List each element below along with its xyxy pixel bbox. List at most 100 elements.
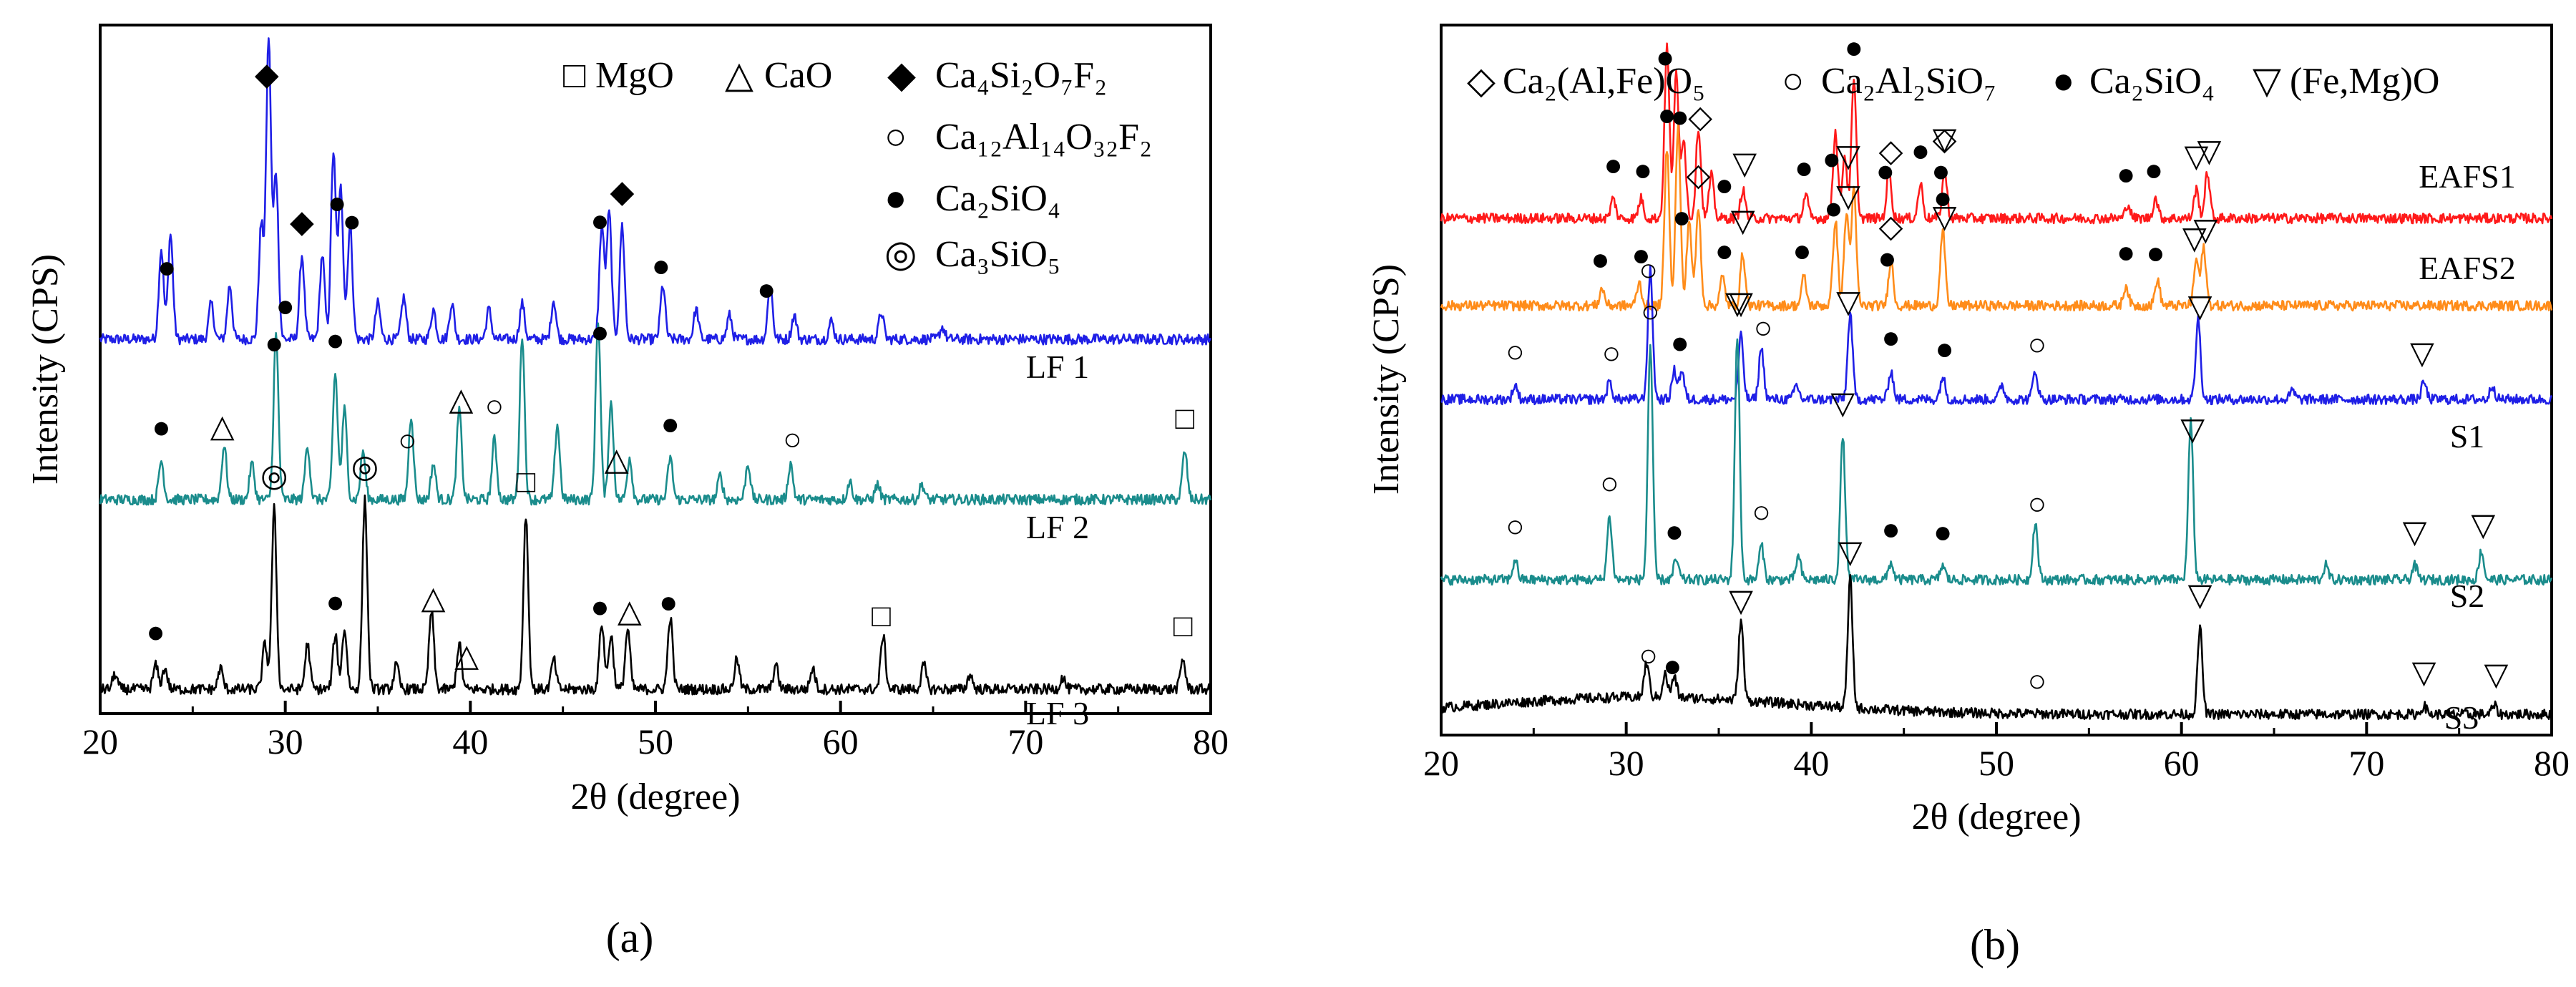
- x-tick-label: 80: [1193, 721, 1229, 762]
- x-tick-label: 30: [268, 721, 303, 762]
- legend-a-ca3sio5-label: Ca₃SiO₅: [935, 234, 1060, 275]
- peak-marker-eafs2: ●: [1792, 233, 1812, 268]
- peak-marker-eafs2: ●: [1878, 240, 1897, 276]
- peak-marker-eafs1: ▽: [1933, 122, 1957, 157]
- peak-marker-eafs2: ◇: [1687, 157, 1711, 193]
- series-eafs2-trace: [1440, 124, 2553, 312]
- peak-marker-eafs1: ▽: [1836, 139, 1860, 174]
- panel-a-chart: 20 30 40 50 60 70 80 ◆●●●◆ ● ●◆●●● △● ●○△ ○●△● ○□●◎ ◎…: [25, 24, 1229, 961]
- peak-marker-lf-3: ●: [146, 614, 165, 649]
- legend-a-mgo-label: MgO: [595, 55, 674, 96]
- peak-marker-lf-1: ●: [157, 250, 177, 285]
- peak-marker-s2: ●: [1665, 514, 1684, 549]
- panel-b-x-axis-label: 2θ (degree): [1911, 797, 2081, 837]
- panel-a-series: [99, 37, 1212, 696]
- peak-marker-eafs2: ▽: [2182, 220, 2207, 256]
- series-lf-2-trace: [99, 322, 1212, 506]
- peak-marker-lf-2: □: [1175, 401, 1194, 436]
- series-label-s3: S3: [2444, 699, 2479, 736]
- legend-b-femgo-label: (Fe,Mg)O: [2290, 61, 2439, 102]
- peak-marker-lf-3: △: [618, 594, 642, 629]
- peak-marker-eafs1: ●: [1634, 152, 1653, 188]
- peak-marker-lf-1: ●: [275, 288, 295, 324]
- peak-marker-s3: ▽: [2188, 578, 2212, 613]
- peak-marker-s1: ▽: [1836, 285, 1860, 320]
- series-lf-1-trace: [99, 37, 1212, 346]
- peak-marker-eafs1: ◇: [1933, 122, 1957, 157]
- panel-a-caption: (a): [606, 914, 654, 961]
- peak-marker-eafs2: ●: [1631, 238, 1651, 273]
- peak-marker-lf-3: △: [421, 580, 446, 616]
- peak-marker-lf-1: ●: [757, 272, 776, 307]
- peak-marker-eafs1: ●: [2117, 157, 2136, 192]
- peak-marker-s3: ○: [2028, 663, 2047, 699]
- peak-marker-lf-2: ●: [660, 407, 680, 442]
- peak-marker-lf-3: ●: [659, 585, 678, 620]
- peak-marker-s1: ○: [2028, 327, 2047, 362]
- panel-b-chart: 20 30 40 50 60 70 80 ●●◇● ● ●▽ ● ●▽●◇●● ◇▽● ● ● ▽▽● ●●●…: [1366, 24, 2570, 968]
- peak-marker-eafs1: ●: [1911, 133, 1931, 168]
- peak-marker-lf-2: ○: [398, 423, 417, 458]
- legend-a-cao-symbol: △: [725, 55, 753, 96]
- legend-a-cao-label: CaO: [764, 55, 832, 96]
- peak-marker-eafs2: ●: [2117, 235, 2136, 270]
- peak-marker-lf-1: ◆: [610, 174, 635, 209]
- peak-marker-lf-2: △: [449, 381, 473, 417]
- peak-marker-eafs2: ●: [2146, 235, 2165, 271]
- peak-marker-s1: ●: [1935, 331, 1954, 366]
- peak-marker-lf-2: △: [605, 442, 629, 477]
- panel-b-series: [1440, 42, 2553, 721]
- peak-marker-s2: ▽: [2471, 507, 2495, 543]
- peak-marker-lf-1: ◆: [255, 57, 279, 92]
- legend-b-ca2alfeo5-symbol: ◇: [1467, 61, 1496, 102]
- peak-marker-eafs1: ●: [1822, 141, 1841, 176]
- peak-marker-eafs1: ●: [1604, 147, 1623, 183]
- peak-marker-lf-3: △: [454, 638, 479, 673]
- legend-b-ca2al2sio7-label: Ca₂Al₂SiO₇: [1821, 61, 1996, 102]
- peak-marker-lf-2: ○: [485, 389, 504, 424]
- peak-marker-eafs1: ●: [2145, 152, 2164, 188]
- peak-marker-s3: ▽: [1729, 583, 1753, 618]
- peak-marker-eafs1: ▽: [1732, 146, 1757, 181]
- peak-marker-eafs1: ◇: [1879, 133, 1903, 168]
- peak-marker-lf-1: ●: [590, 203, 610, 238]
- panel-b-x-ticks: 20 30 40 50 60 70 80: [1423, 722, 2570, 783]
- panel-b-markers: ●●◇● ● ●▽ ● ●▽●◇●● ◇▽● ● ● ▽▽● ●●●◇●▽●●▽◇●▽●● ● ▽▽○…: [1506, 30, 2508, 699]
- series-label-lf-2: LF 2: [1026, 509, 1089, 545]
- panel-a-markers: ◆●●●◆ ● ●◆●●● △● ●○△ ○●△● ○□●◎ ◎● △△□● △ ● □ □: [146, 57, 1194, 673]
- peak-marker-lf-1: ●: [651, 248, 670, 283]
- peak-marker-s1: ●: [1670, 325, 1689, 360]
- x-tick-label: 40: [1793, 743, 1829, 783]
- peak-marker-s2: ○: [1506, 509, 1525, 544]
- peak-marker-s2: ○: [1752, 495, 1771, 530]
- peak-marker-eafs2: ▽: [1933, 200, 1957, 235]
- panel-b-legend: ◇ Ca₂(Al,Fe)O₅ ○ Ca₂Al₂SiO₇ ● Ca₂SiO₄ ▽ …: [1467, 61, 2439, 102]
- peak-marker-s3: ▽: [1838, 535, 1863, 570]
- legend-a-ca4si2o7f2-label: Ca₄Si₂O₇F₂: [935, 55, 1107, 96]
- peak-marker-lf-3: ◎: [260, 458, 288, 493]
- x-tick-label: 50: [638, 721, 673, 762]
- x-tick-label: 60: [823, 721, 859, 762]
- peak-marker-s2: ○: [1600, 466, 1619, 501]
- panel-b-series-labels: EAFS1 EAFS2 S1 S2 S3: [2419, 158, 2515, 736]
- peak-marker-s1: ●: [1881, 320, 1901, 355]
- peak-marker-eafs1: ●: [1845, 30, 1864, 65]
- peak-marker-eafs1: ●: [1795, 150, 1814, 185]
- legend-b-ca2al2sio7-symbol: ○: [1782, 61, 1804, 102]
- peak-marker-eafs1: ◇: [1688, 99, 1712, 135]
- peak-marker-eafs1: ▽: [2197, 133, 2222, 168]
- peak-marker-s2: ▽: [1830, 386, 1855, 421]
- peak-marker-s2: ○: [2028, 486, 2047, 521]
- peak-marker-lf-2: ○: [783, 422, 802, 457]
- peak-marker-lf-2: △: [210, 409, 235, 444]
- legend-a-ca4si2o7f2-symbol: ◆: [887, 55, 916, 96]
- series-label-lf-1: LF 1: [1026, 349, 1089, 385]
- legend-a-ca12al14o32f2-label: Ca₁₂Al₁₄O₃₂F₂: [935, 117, 1152, 157]
- x-tick-label: 20: [82, 721, 118, 762]
- x-tick-label: 60: [2164, 743, 2200, 783]
- peak-marker-lf-3: ◎: [351, 449, 379, 484]
- x-tick-label: 40: [452, 721, 488, 762]
- peak-marker-lf-3: □: [1174, 608, 1193, 643]
- peak-marker-eafs2: ▽: [1731, 203, 1755, 238]
